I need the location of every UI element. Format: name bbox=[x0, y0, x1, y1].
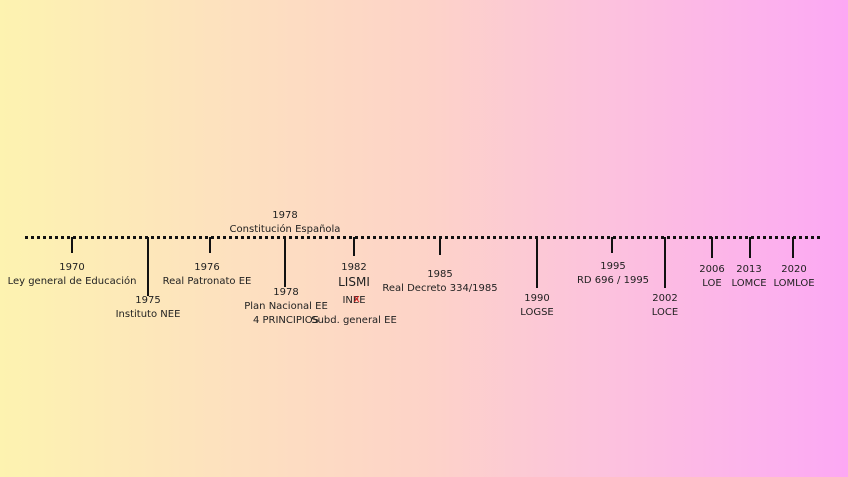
event-year: 1990 bbox=[524, 293, 550, 304]
event-2002: 2002 LOCE bbox=[652, 292, 678, 320]
event-1975: 1975 Instituto NEE bbox=[116, 294, 181, 322]
event-text: Real Patronato EE bbox=[162, 276, 252, 287]
tick-2013 bbox=[749, 237, 751, 258]
tick-1995 bbox=[611, 237, 613, 253]
tick-2002 bbox=[664, 237, 666, 288]
event-2013: 2013 LOMCE bbox=[731, 263, 766, 291]
event-text: INEE bbox=[311, 294, 397, 308]
event-year: 2002 bbox=[652, 293, 678, 304]
tick-1976 bbox=[209, 237, 211, 253]
tick-1990 bbox=[536, 237, 538, 288]
event-text: LOE bbox=[702, 278, 722, 289]
tick-1970 bbox=[71, 237, 73, 253]
event-year: 1978 bbox=[273, 287, 299, 298]
event-year: 2006 bbox=[699, 264, 725, 275]
event-1985: 1985 Real Decreto 334/1985 bbox=[382, 268, 497, 296]
event-text: Real Decreto 334/1985 bbox=[382, 283, 498, 294]
event-1978-plan: 1978 Plan Nacional EE 4 PRINCIPIOS bbox=[244, 286, 328, 328]
event-year: 1985 bbox=[427, 269, 453, 280]
event-year: 1982 bbox=[341, 262, 367, 273]
event-1976: 1976 Real Patronato EE bbox=[163, 261, 252, 289]
event-text: Subd. general EE bbox=[311, 315, 397, 326]
event-2006: 2006 LOE bbox=[699, 263, 724, 291]
event-year: 1976 bbox=[194, 262, 220, 273]
event-year: 1975 bbox=[135, 295, 161, 306]
event-text: LOGSE bbox=[520, 307, 554, 318]
event-text: 4 PRINCIPIOS bbox=[252, 315, 320, 326]
tick-1982 bbox=[353, 237, 355, 256]
tick-1978 bbox=[284, 237, 286, 287]
event-text: Plan Nacional EE bbox=[244, 301, 328, 312]
timeline-axis bbox=[25, 236, 820, 239]
event-1990: 1990 LOGSE bbox=[520, 292, 554, 320]
event-text: Constitución Española bbox=[229, 224, 341, 235]
event-text: LISMI bbox=[338, 275, 370, 289]
tick-2020 bbox=[792, 237, 794, 258]
event-year: 2013 bbox=[736, 264, 762, 275]
event-text: LOMCE bbox=[731, 278, 767, 289]
event-text: LOMLOE bbox=[773, 278, 815, 289]
event-year: 1970 bbox=[59, 262, 85, 273]
event-1970: 1970 Ley general de Educación bbox=[8, 261, 137, 289]
event-1995: 1995 RD 696 / 1995 bbox=[577, 260, 649, 288]
event-text: Instituto NEE bbox=[115, 309, 181, 320]
event-text: Ley general de Educación bbox=[7, 276, 137, 287]
event-2020: 2020 LOMLOE bbox=[773, 263, 814, 291]
event-1982: 1982 LISMI INEE Subd. general EE bbox=[311, 261, 397, 328]
event-year: 1978 bbox=[272, 210, 298, 221]
event-text: RD 696 / 1995 bbox=[576, 275, 650, 286]
event-1978-constitucion: 1978 Constitución Española bbox=[230, 209, 341, 237]
event-text: LOCE bbox=[651, 307, 679, 318]
event-year: 2020 bbox=[781, 264, 807, 275]
event-year: 1995 bbox=[600, 261, 626, 272]
tick-2006 bbox=[711, 237, 713, 258]
tick-1985 bbox=[439, 237, 441, 255]
tick-1975 bbox=[147, 237, 149, 296]
